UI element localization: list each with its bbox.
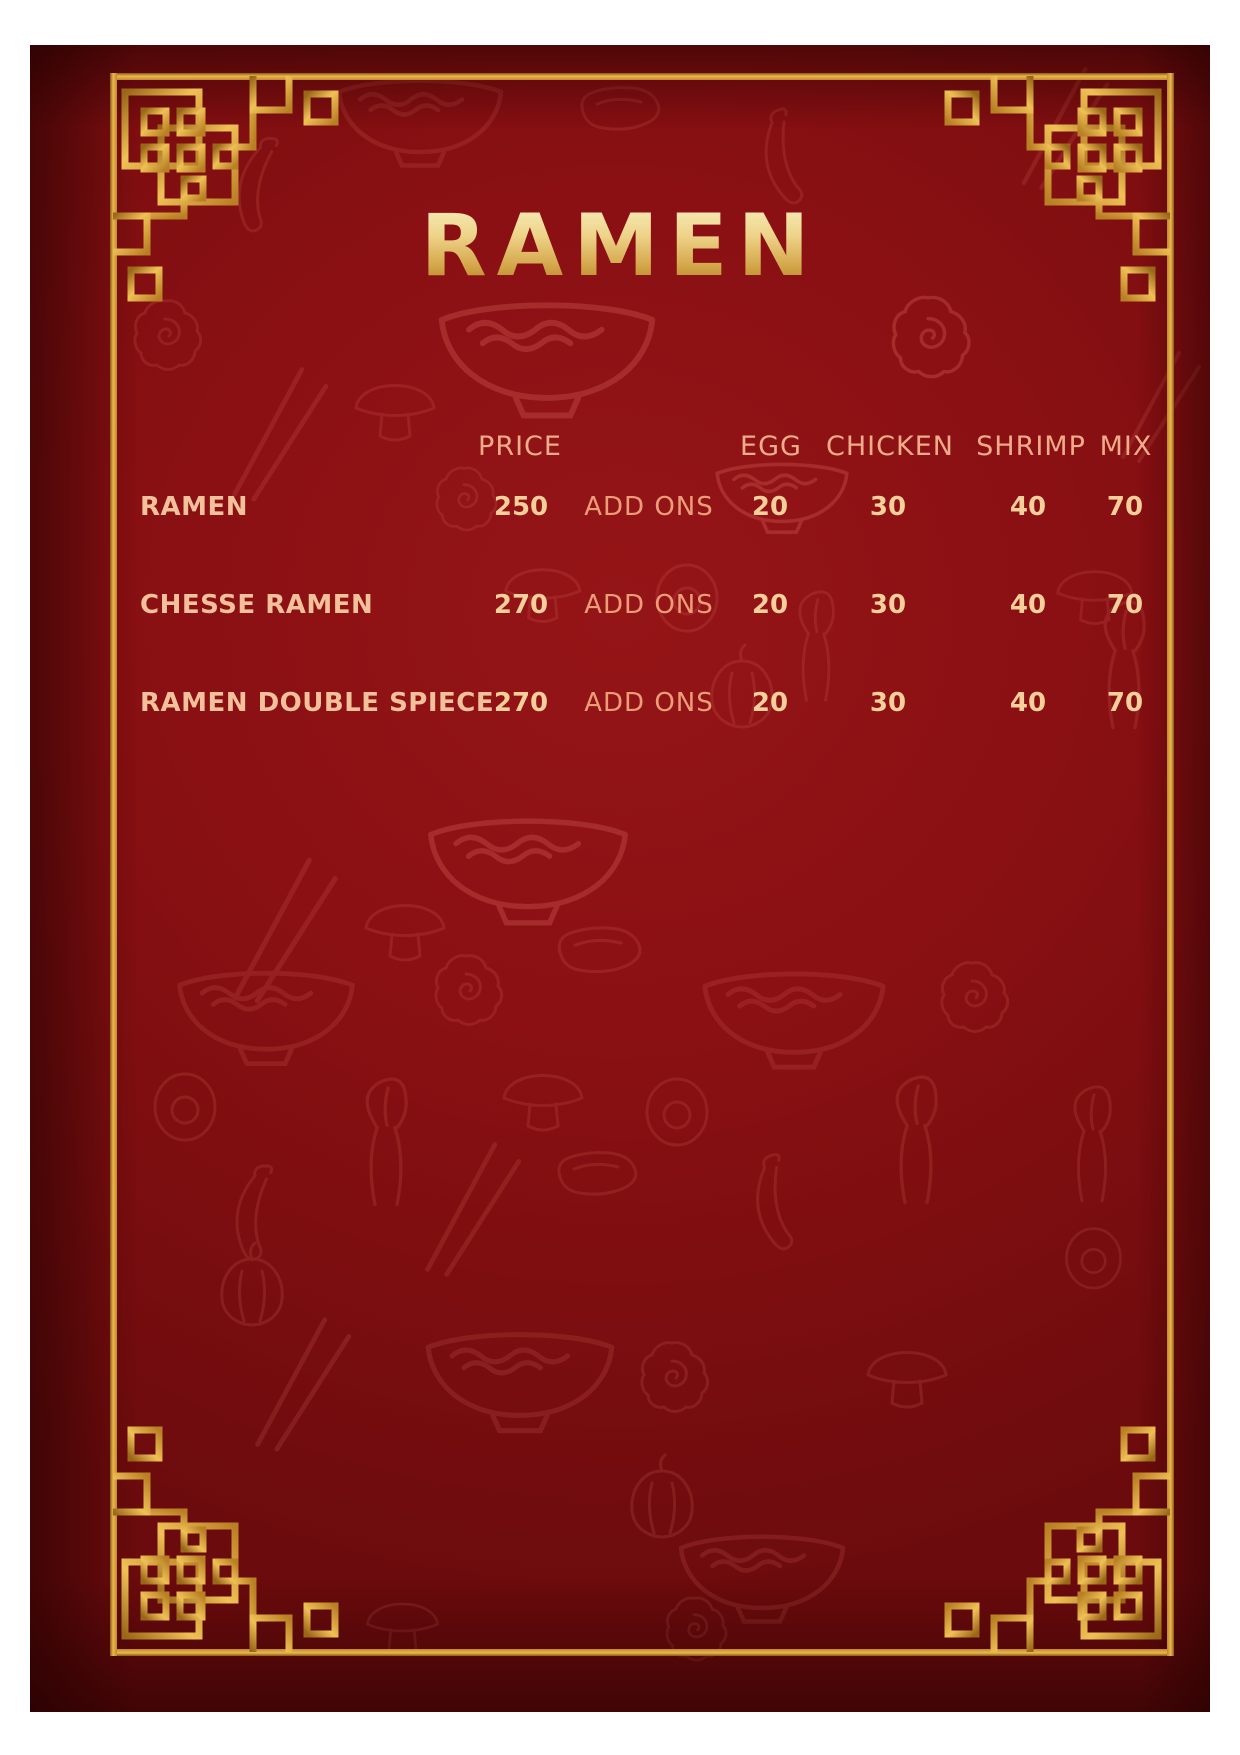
corner-knot-icon [944,73,1173,302]
item-name: RAMEN DOUBLE SPIECE [140,688,495,718]
chicken-value: 30 [869,590,907,620]
menu-board: RAMEN PRICE EGG CHICKEN SHRIMP MIX RAMEN… [30,45,1210,1712]
corner-knot-icon [944,1426,1173,1655]
chicken-value: 30 [869,492,907,522]
page-title: RAMEN [30,203,1210,289]
decor-frame [110,73,1174,1656]
egg-column-header: EGG [740,431,802,462]
frame-right-line [1167,73,1174,1656]
egg-value: 20 [751,590,789,620]
item-price: 270 [493,590,549,620]
frame-bottom-line [110,1649,1174,1656]
mix-column-header: MIX [1099,431,1153,462]
add-ons-label: ADD ONS [584,688,714,718]
shrimp-column-header: SHRIMP [976,431,1086,462]
add-ons-label: ADD ONS [584,492,714,522]
item-name: RAMEN [140,492,249,522]
price-column-header: PRICE [478,431,562,462]
menu-table: PRICE EGG CHICKEN SHRIMP MIX RAMEN 250 A… [30,45,1210,1712]
item-name: CHESSE RAMEN [140,590,374,620]
mix-value: 70 [1106,492,1144,522]
egg-value: 20 [751,688,789,718]
add-ons-label: ADD ONS [584,590,714,620]
corner-knot-icon [110,73,339,302]
shrimp-value: 40 [1009,688,1047,718]
mix-value: 70 [1106,688,1144,718]
shrimp-value: 40 [1009,492,1047,522]
corner-knot-icon [110,1426,339,1655]
frame-left-line [110,73,117,1656]
item-price: 270 [493,688,549,718]
shrimp-value: 40 [1009,590,1047,620]
chicken-value: 30 [869,688,907,718]
frame-top-line [110,73,1174,80]
chicken-column-header: CHICKEN [826,431,954,462]
mix-value: 70 [1106,590,1144,620]
item-price: 250 [493,492,549,522]
egg-value: 20 [751,492,789,522]
